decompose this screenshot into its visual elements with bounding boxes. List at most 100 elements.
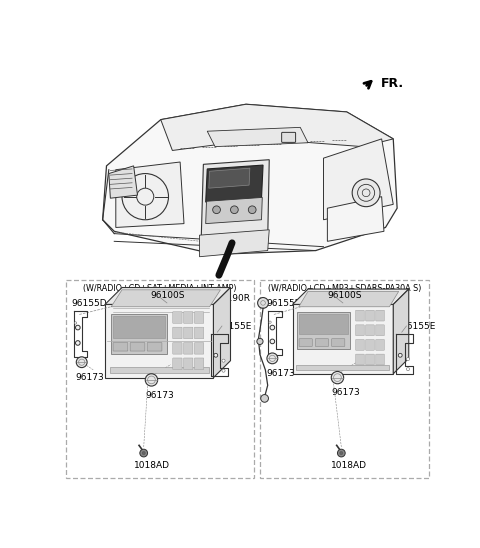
Circle shape <box>407 368 409 370</box>
Circle shape <box>398 353 402 357</box>
FancyBboxPatch shape <box>376 354 384 365</box>
Polygon shape <box>109 166 137 198</box>
Circle shape <box>140 449 147 457</box>
Polygon shape <box>105 305 214 378</box>
FancyBboxPatch shape <box>299 339 312 346</box>
Polygon shape <box>103 104 397 254</box>
FancyBboxPatch shape <box>332 339 345 346</box>
FancyBboxPatch shape <box>173 358 182 369</box>
FancyBboxPatch shape <box>366 325 374 335</box>
Circle shape <box>352 179 380 207</box>
FancyBboxPatch shape <box>147 342 162 351</box>
Circle shape <box>261 395 268 402</box>
Text: 96173: 96173 <box>75 373 104 382</box>
Polygon shape <box>327 197 384 241</box>
Circle shape <box>337 449 345 457</box>
FancyBboxPatch shape <box>297 312 350 349</box>
FancyBboxPatch shape <box>194 312 204 323</box>
Circle shape <box>248 206 256 214</box>
FancyBboxPatch shape <box>376 325 384 335</box>
Circle shape <box>267 353 278 364</box>
FancyBboxPatch shape <box>184 312 193 323</box>
FancyBboxPatch shape <box>296 364 389 370</box>
FancyBboxPatch shape <box>173 342 182 354</box>
Circle shape <box>230 206 238 214</box>
Text: 96100S: 96100S <box>150 290 184 300</box>
FancyBboxPatch shape <box>109 367 209 373</box>
Polygon shape <box>292 305 393 374</box>
FancyBboxPatch shape <box>111 313 167 354</box>
Circle shape <box>331 372 344 384</box>
Polygon shape <box>214 288 230 378</box>
FancyBboxPatch shape <box>113 316 165 338</box>
Polygon shape <box>206 197 262 224</box>
FancyBboxPatch shape <box>356 354 364 365</box>
Circle shape <box>142 452 145 455</box>
FancyBboxPatch shape <box>376 340 384 350</box>
Text: 96155E: 96155E <box>402 322 436 330</box>
FancyBboxPatch shape <box>194 327 204 339</box>
FancyBboxPatch shape <box>184 342 193 354</box>
Circle shape <box>75 341 80 345</box>
Polygon shape <box>324 139 393 220</box>
Polygon shape <box>299 292 399 307</box>
Text: 96190R: 96190R <box>215 294 250 302</box>
Text: 96140W: 96140W <box>123 294 161 302</box>
Circle shape <box>222 369 225 372</box>
Polygon shape <box>105 288 230 305</box>
Circle shape <box>340 452 343 455</box>
FancyBboxPatch shape <box>366 354 374 365</box>
Text: (W/RADIO+CD+MP3+SDARS-PA30A S): (W/RADIO+CD+MP3+SDARS-PA30A S) <box>268 284 421 293</box>
Circle shape <box>270 326 275 330</box>
Polygon shape <box>116 162 184 227</box>
FancyBboxPatch shape <box>194 358 204 369</box>
Polygon shape <box>209 168 250 188</box>
FancyBboxPatch shape <box>184 358 193 369</box>
Polygon shape <box>111 290 220 307</box>
Circle shape <box>213 206 220 214</box>
FancyBboxPatch shape <box>366 340 374 350</box>
Text: 96155D: 96155D <box>72 299 107 307</box>
FancyBboxPatch shape <box>173 327 182 339</box>
Text: (W/RADIO+CD+SAT+MEDIA+INT AMP): (W/RADIO+CD+SAT+MEDIA+INT AMP) <box>83 284 237 293</box>
FancyBboxPatch shape <box>282 133 296 142</box>
Text: 96100S: 96100S <box>327 290 362 300</box>
Text: 1018AD: 1018AD <box>133 461 169 470</box>
Text: 1018AD: 1018AD <box>331 461 367 470</box>
FancyBboxPatch shape <box>356 325 364 335</box>
FancyBboxPatch shape <box>366 310 374 321</box>
Text: FR.: FR. <box>381 77 404 89</box>
FancyBboxPatch shape <box>356 340 364 350</box>
Text: 96173: 96173 <box>145 391 174 399</box>
FancyBboxPatch shape <box>194 342 204 354</box>
Circle shape <box>75 326 80 330</box>
Circle shape <box>145 374 157 386</box>
Polygon shape <box>393 289 409 374</box>
FancyBboxPatch shape <box>113 342 128 351</box>
Polygon shape <box>292 289 409 305</box>
FancyBboxPatch shape <box>130 342 145 351</box>
FancyBboxPatch shape <box>184 327 193 339</box>
Polygon shape <box>161 104 393 151</box>
Circle shape <box>270 339 275 344</box>
FancyBboxPatch shape <box>300 315 348 334</box>
Circle shape <box>269 321 271 323</box>
Circle shape <box>74 322 77 324</box>
Circle shape <box>214 353 218 357</box>
Circle shape <box>222 359 225 362</box>
Text: 96155E: 96155E <box>217 322 252 330</box>
FancyBboxPatch shape <box>173 312 182 323</box>
Circle shape <box>258 298 268 309</box>
Text: 96140W: 96140W <box>310 294 347 302</box>
FancyBboxPatch shape <box>376 310 384 321</box>
Polygon shape <box>201 159 269 244</box>
Circle shape <box>257 338 263 345</box>
Text: 96173: 96173 <box>266 369 295 378</box>
FancyBboxPatch shape <box>315 339 328 346</box>
Polygon shape <box>207 127 308 147</box>
FancyBboxPatch shape <box>356 310 364 321</box>
Circle shape <box>407 358 409 361</box>
Text: 96155D: 96155D <box>266 299 302 307</box>
Text: 96173: 96173 <box>331 389 360 397</box>
Circle shape <box>76 357 87 368</box>
